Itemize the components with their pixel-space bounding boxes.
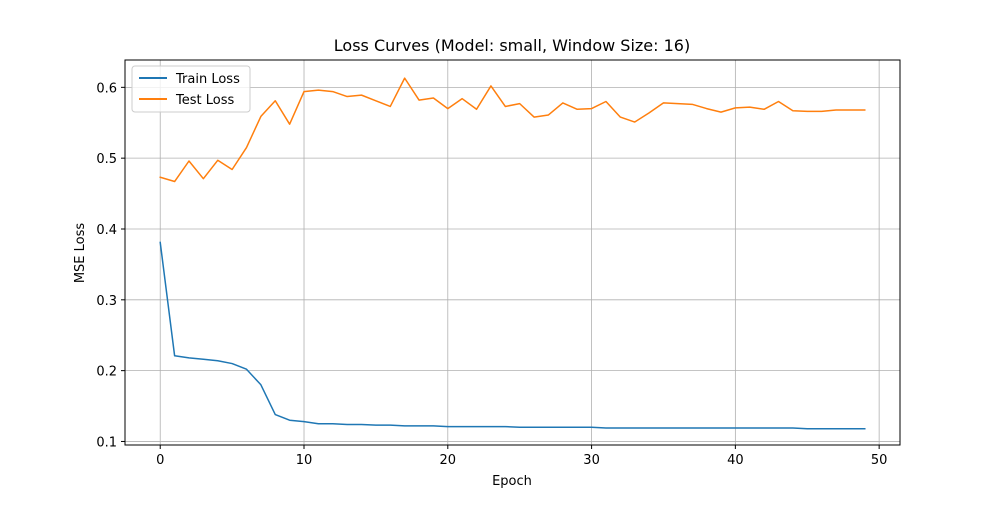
x-tick-label: 20 xyxy=(440,453,457,468)
legend-label-train-loss: Train Loss xyxy=(175,72,240,87)
series-lines xyxy=(159,77,866,430)
y-tick-label: 0.4 xyxy=(96,223,117,238)
series-line-test-loss xyxy=(159,77,866,183)
x-tick-label: 10 xyxy=(296,453,313,468)
y-tick-label: 0.1 xyxy=(96,435,117,450)
series-line-train-loss xyxy=(159,241,866,430)
legend: Train Loss Test Loss xyxy=(131,65,251,113)
x-axis-label: Epoch xyxy=(492,474,532,489)
y-tick-label: 0.2 xyxy=(96,365,117,380)
x-tick-label: 50 xyxy=(871,453,888,468)
y-tick-label: 0.5 xyxy=(96,152,117,167)
y-axis-label: MSE Loss xyxy=(73,223,88,284)
chart-title: Loss Curves (Model: small, Window Size: … xyxy=(334,36,690,55)
y-tick-label: 0.3 xyxy=(96,294,117,309)
x-tick-label: 40 xyxy=(727,453,744,468)
y-tick-label: 0.6 xyxy=(96,81,117,96)
legend-label-test-loss: Test Loss xyxy=(175,93,234,108)
grid xyxy=(125,60,900,445)
x-tick-label: 0 xyxy=(156,453,164,468)
ticks: 0 10 20 30 40 50 0.1 0.2 0.3 0.4 0.5 0.6 xyxy=(96,81,887,468)
plot-area-frame xyxy=(124,59,901,446)
x-tick-label: 30 xyxy=(583,453,600,468)
